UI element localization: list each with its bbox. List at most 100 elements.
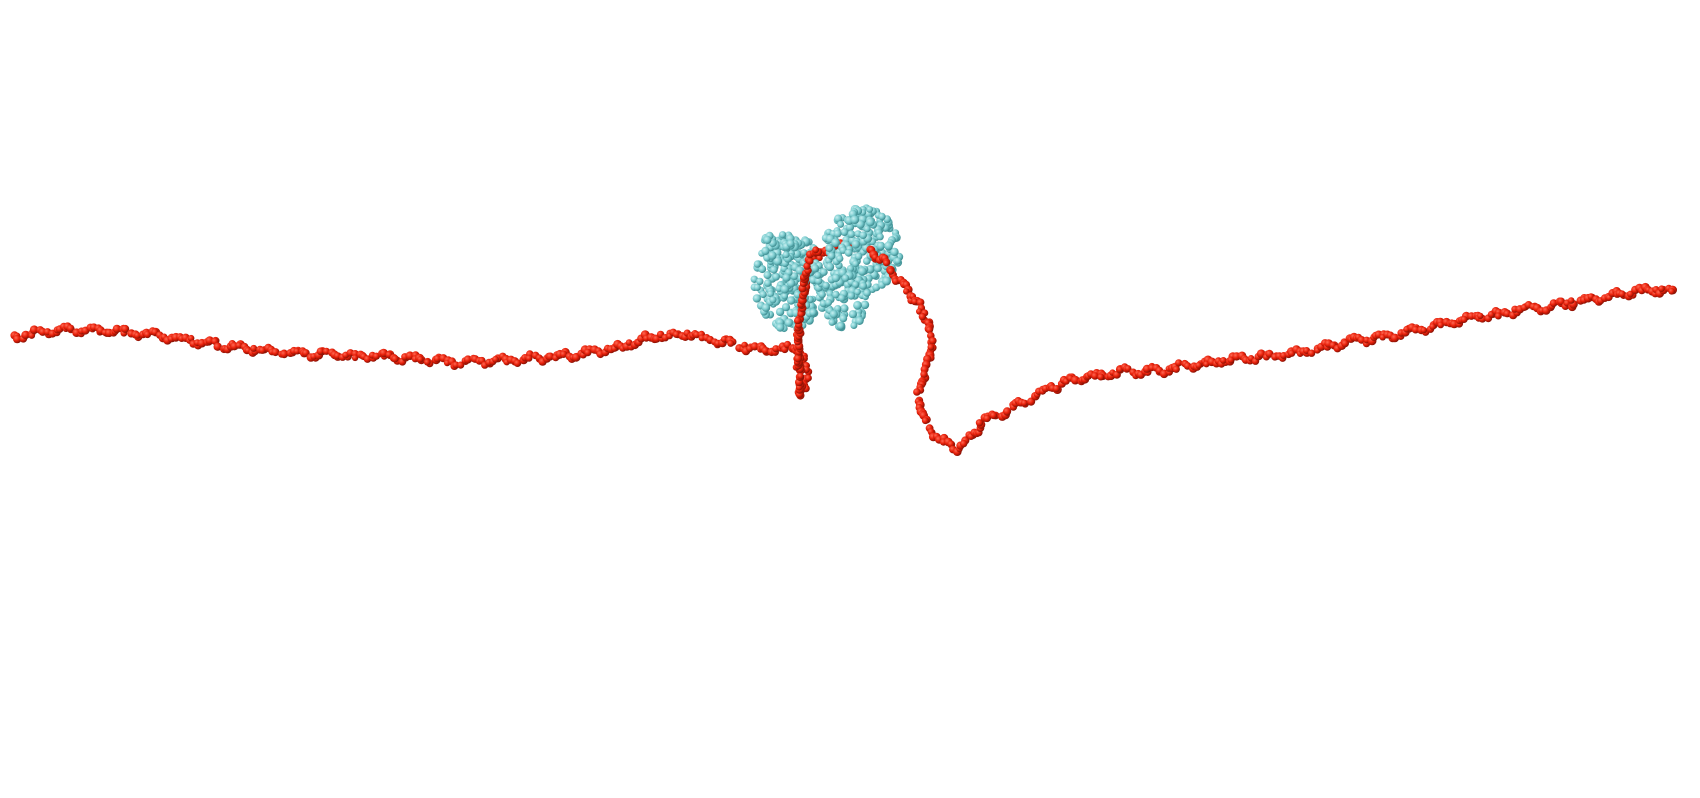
- strand-left-bead: [134, 332, 141, 339]
- protein-atom: [831, 238, 840, 248]
- strand-right-bead: [1618, 290, 1626, 298]
- protein-atom: [845, 223, 855, 232]
- protein-atom: [761, 246, 770, 255]
- strand-left-bead: [559, 350, 568, 358]
- strand-left-bead: [29, 325, 39, 335]
- protein-atom: [809, 308, 817, 317]
- strand-left-bead: [750, 342, 759, 351]
- strand-thread-bead: [794, 316, 802, 325]
- strand-right-bead: [1003, 407, 1012, 416]
- strand-left-bead: [417, 356, 424, 363]
- protein-atom: [863, 225, 871, 233]
- protein-atom: [848, 310, 858, 319]
- strand-left-bead: [271, 348, 280, 357]
- strand-left-bead: [391, 355, 399, 363]
- strand-left-bead: [258, 346, 266, 354]
- protein-atom: [852, 260, 859, 268]
- protein-atom: [836, 255, 844, 263]
- strand-right-bead: [975, 419, 984, 427]
- protein-atom: [763, 271, 772, 280]
- protein-atom: [761, 303, 771, 312]
- strand-right-bead: [1195, 361, 1203, 369]
- protein-atom: [840, 228, 849, 237]
- protein-atom: [764, 279, 772, 287]
- strand-left-bead: [672, 330, 681, 338]
- strand-right-bead: [925, 326, 934, 334]
- protein-atom: [752, 294, 762, 303]
- protein-atom: [863, 257, 871, 265]
- strand-right-bead: [911, 298, 919, 305]
- protein-atom: [884, 241, 893, 251]
- strand-left-bead: [513, 359, 522, 368]
- strand-left-bead: [816, 254, 823, 262]
- protein-atom: [859, 282, 867, 290]
- protein-atom: [841, 274, 850, 282]
- protein-atom: [840, 304, 849, 313]
- protein-atom: [837, 220, 845, 228]
- strand-right-bead: [883, 259, 890, 267]
- protein-atom: [855, 316, 864, 325]
- protein-atom: [834, 305, 842, 313]
- strand-right-bead: [1175, 359, 1183, 367]
- strand-left-bead: [235, 342, 243, 349]
- strand-right-bead: [1420, 326, 1428, 334]
- protein-atom: [847, 291, 856, 300]
- strand-right-bead: [1172, 365, 1180, 373]
- strand-right-bead: [1390, 333, 1400, 343]
- strand-right-bead: [1070, 375, 1080, 385]
- protein-atom: [782, 251, 790, 259]
- protein-atom: [800, 249, 808, 256]
- protein-atom: [831, 273, 841, 283]
- protein-atom: [773, 256, 783, 266]
- strand-right-bead: [1437, 321, 1444, 329]
- protein-atom: [890, 247, 899, 257]
- protein-atom: [829, 310, 838, 319]
- strand-left-bead: [625, 339, 633, 346]
- strand-right-bead: [913, 388, 921, 396]
- strand-left-bead: [213, 342, 222, 351]
- protein-atom: [786, 278, 796, 288]
- strand-right-bead: [927, 343, 935, 351]
- protein-atom: [770, 265, 778, 274]
- protein-atom: [865, 265, 875, 274]
- strand-right-bead: [1021, 399, 1028, 407]
- strand-right-bead: [1549, 299, 1558, 307]
- strand-right-bead: [1124, 365, 1132, 372]
- protein-atom: [866, 206, 874, 213]
- protein-atom: [853, 300, 862, 310]
- strand-left-bead: [584, 348, 592, 357]
- strand-right-bead: [929, 337, 937, 345]
- protein-atom: [758, 265, 767, 274]
- strand-right-bead: [1567, 297, 1575, 304]
- protein-atom: [863, 289, 871, 297]
- strand-right-bead: [916, 298, 925, 307]
- protein-atom: [772, 272, 780, 281]
- protein-atom: [779, 231, 787, 239]
- strand-right-bead: [1658, 285, 1665, 293]
- protein-atom: [882, 276, 891, 286]
- strand-thread-bead: [806, 257, 814, 265]
- strand-left-bead: [804, 374, 812, 382]
- protein-complex: [750, 204, 904, 333]
- protein-atom: [753, 260, 762, 268]
- strand-thread-bead: [797, 372, 804, 380]
- protein-atom: [763, 235, 772, 245]
- protein-atom: [854, 252, 863, 261]
- protein-atom: [822, 281, 830, 290]
- protein-atom: [828, 318, 836, 326]
- strand-right-bead: [1097, 373, 1105, 381]
- strand-right-bead: [918, 313, 927, 321]
- protein-atom: [781, 292, 789, 300]
- strand-left-bead: [13, 334, 22, 344]
- strand-left-bead: [761, 346, 770, 355]
- protein-atom: [818, 290, 826, 299]
- protein-atom: [819, 268, 828, 276]
- dna-strand-front: [792, 245, 1677, 457]
- protein-atom: [826, 244, 834, 252]
- protein-atom: [759, 290, 767, 299]
- strand-left-bead: [492, 355, 499, 363]
- protein-atom: [859, 231, 867, 239]
- protein-atom: [776, 323, 785, 332]
